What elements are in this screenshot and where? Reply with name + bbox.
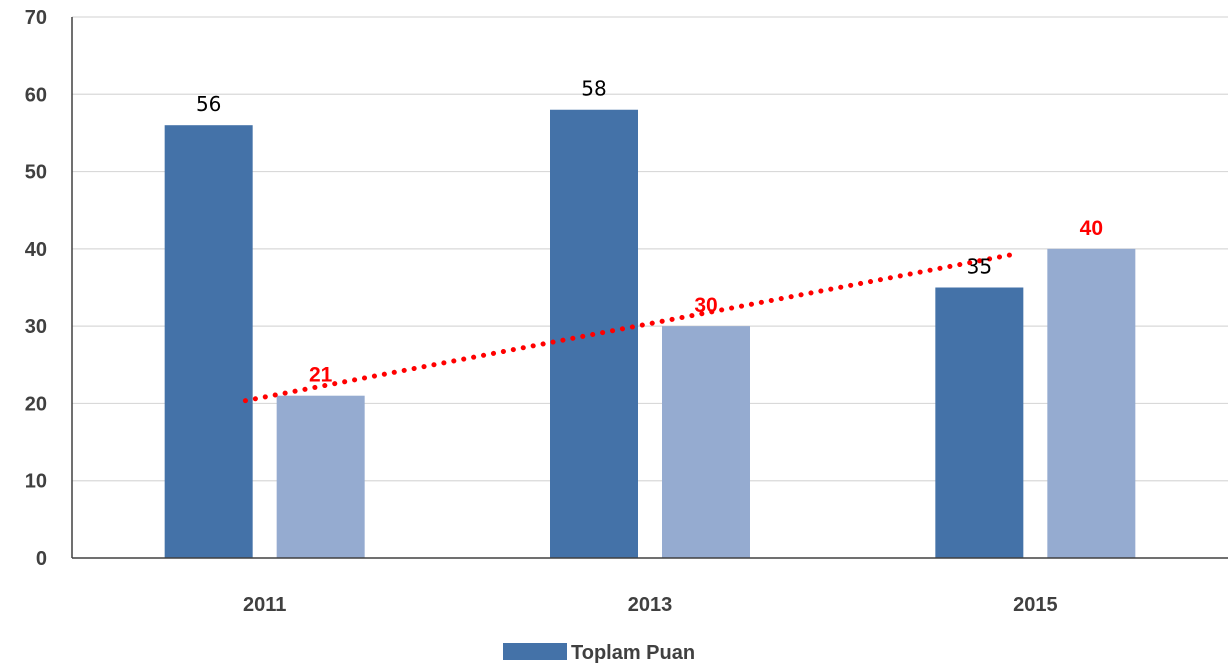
- trendline-line: [242, 251, 1019, 404]
- x-tick-label-2011: 2011: [243, 594, 286, 616]
- data-label-s1-2013: 30: [694, 294, 717, 317]
- gridlines: [72, 16, 1228, 482]
- x-tick-label-2015: 2015: [1013, 594, 1058, 616]
- y-tick-label-30: 30: [25, 316, 47, 338]
- bar-s1-2013: [662, 326, 750, 558]
- bar-s1-2015: [1047, 248, 1136, 558]
- data-label-s0-2015: 35: [967, 255, 992, 279]
- x-tick-label-2013: 2013: [628, 594, 673, 616]
- bars: [164, 109, 1136, 558]
- data-label-s0-2013: 58: [581, 77, 606, 101]
- legend-swatch: [503, 643, 567, 660]
- y-tick-label-40: 40: [25, 239, 47, 261]
- y-tick-label-50: 50: [25, 162, 47, 184]
- data-label-s1-2015: 40: [1080, 217, 1103, 240]
- trendline: [242, 251, 1019, 404]
- y-tick-label-10: 10: [25, 471, 47, 493]
- bar-s0-2011: [164, 125, 253, 558]
- bar-s0-2015: [935, 287, 1024, 558]
- legend: Toplam Puan: [503, 642, 695, 664]
- data-label-s0-2011: 56: [196, 92, 221, 116]
- bar-s1-2011: [276, 395, 365, 558]
- y-tick-label-20: 20: [25, 393, 47, 415]
- y-tick-label-60: 60: [25, 84, 47, 106]
- data-label-s1-2011: 21: [309, 364, 333, 387]
- y-tick-label-0: 0: [36, 548, 47, 570]
- x-axis-ticks: 2011 2013 2015: [243, 594, 1058, 616]
- y-axis-ticks: 0 10 20 30 40 50 60 70: [25, 7, 47, 570]
- y-tick-label-70: 70: [25, 7, 47, 29]
- data-labels: 56 21 58 30 35 40: [196, 77, 1103, 387]
- legend-label-toplam-puan: Toplam Puan: [571, 642, 695, 664]
